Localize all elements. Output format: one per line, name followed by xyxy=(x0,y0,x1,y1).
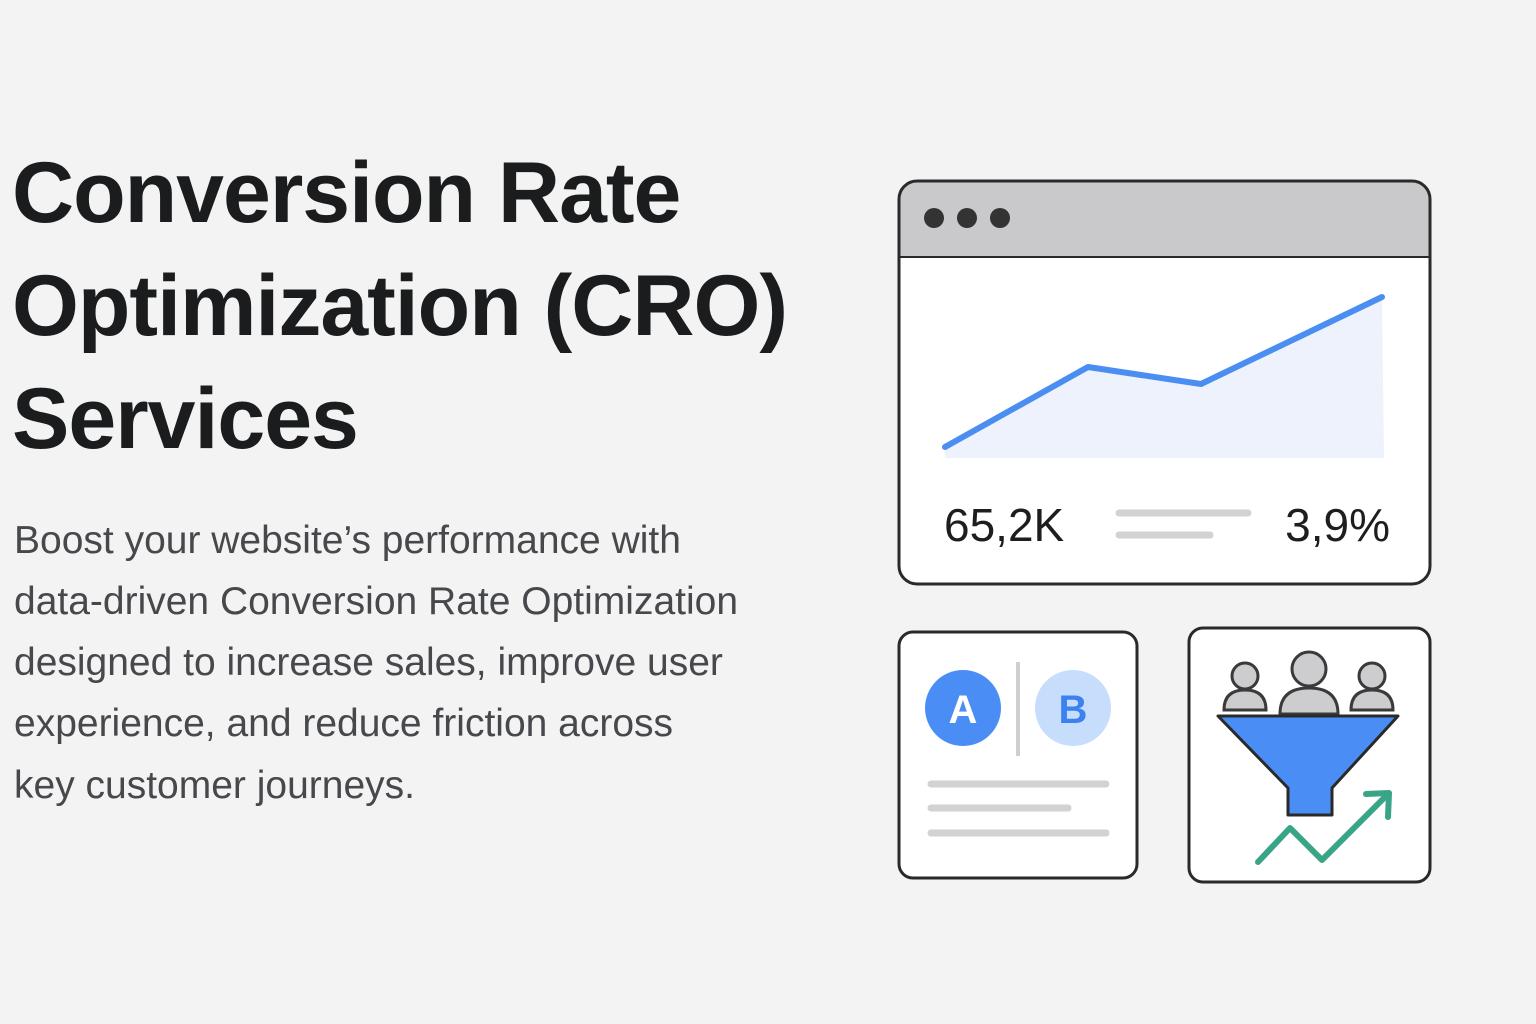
hero-title: Conversion Rate Optimization (CRO) Servi… xyxy=(12,145,788,467)
growth-arrow xyxy=(1255,794,1388,865)
funnel xyxy=(1216,714,1400,817)
title-line: Optimization (CRO) xyxy=(12,258,787,354)
variant-b-label: B xyxy=(1059,688,1088,732)
description-line: Boost your website’s performance with xyxy=(14,519,681,562)
people-icon xyxy=(1222,650,1395,716)
trend-area xyxy=(945,297,1384,458)
description-line: data-driven Conversion Rate Optimization xyxy=(14,580,738,623)
description-line: experience, and reduce friction across xyxy=(14,702,673,745)
hero-description: Boost your website’s performance with da… xyxy=(14,519,738,807)
variant-a-label: A xyxy=(949,688,978,732)
variant-b-badge xyxy=(1035,670,1111,746)
title-line: Services xyxy=(12,371,358,467)
window-border xyxy=(897,179,1432,586)
conversion-metric: 3,9% xyxy=(1285,499,1390,551)
window-dot xyxy=(924,208,944,228)
visitors-metric: 65,2K xyxy=(944,499,1065,551)
window-dot xyxy=(990,208,1010,228)
variant-a-badge xyxy=(925,670,1001,746)
window-dot xyxy=(957,208,977,228)
browser-window: 65,2K 3,9% xyxy=(897,179,1432,586)
title-line: Conversion Rate xyxy=(12,145,680,241)
funnel-card xyxy=(1187,626,1432,884)
description-line: key customer journeys. xyxy=(14,764,415,807)
description-line: designed to increase sales, improve user xyxy=(14,641,723,684)
ab-test-card: A B xyxy=(897,630,1139,880)
window-header xyxy=(899,181,1430,257)
trend-line xyxy=(942,294,1385,450)
arrow-head xyxy=(1363,790,1392,820)
